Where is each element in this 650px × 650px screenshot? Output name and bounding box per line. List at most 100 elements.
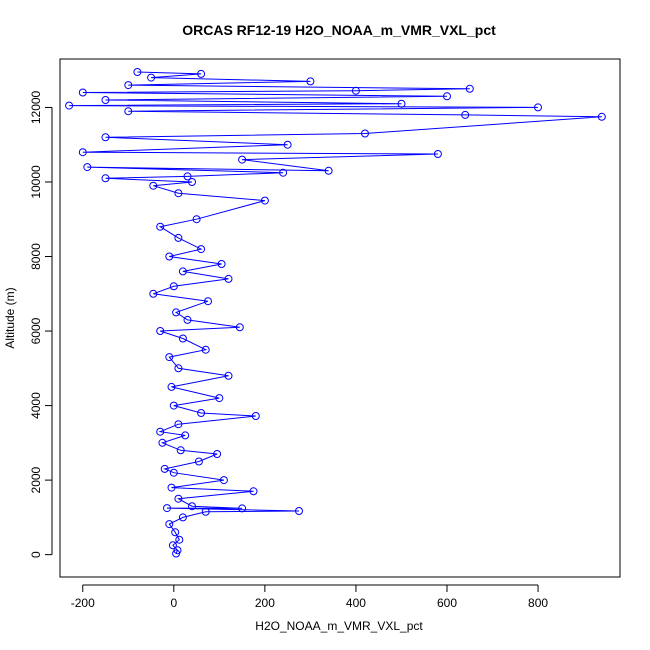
y-tick-label: 4000	[29, 392, 43, 419]
chart-title: ORCAS RF12-19 H2O_NOAA_m_VMR_VXL_pct	[182, 22, 496, 38]
data-point	[158, 438, 167, 447]
data-point	[224, 371, 233, 380]
data-point	[149, 181, 158, 190]
y-tick-label: 10000	[29, 165, 43, 199]
series-line	[69, 71, 602, 554]
y-axis: 0 2000 4000 6000 8000 10000 12000	[29, 90, 53, 558]
data-point	[165, 252, 174, 261]
data-point	[178, 267, 187, 276]
data-point	[174, 420, 183, 429]
data-point	[224, 274, 233, 283]
data-point	[78, 88, 87, 97]
data-point	[147, 73, 156, 82]
data-point	[235, 323, 244, 332]
x-axis: -200 0 200 400 600 800	[71, 584, 548, 610]
data-point	[249, 487, 258, 496]
data-point	[465, 84, 474, 93]
data-point	[306, 77, 315, 86]
data-point	[397, 99, 406, 108]
y-tick-label: 8000	[29, 243, 43, 270]
data-point	[238, 155, 247, 164]
data-point	[201, 345, 210, 354]
data-point	[351, 86, 360, 95]
data-point	[204, 297, 212, 306]
y-tick-label: 0	[29, 551, 43, 558]
data-point	[167, 483, 176, 492]
x-tick-label: 200	[255, 596, 275, 610]
data-point	[175, 535, 184, 544]
data-point	[174, 189, 183, 198]
data-point	[101, 96, 110, 104]
data-point	[197, 69, 206, 78]
data-point	[597, 112, 606, 121]
data-point	[219, 476, 228, 485]
data-point	[165, 520, 174, 529]
data-point	[178, 513, 187, 522]
data-point	[183, 172, 192, 181]
data-point	[178, 334, 187, 343]
data-point	[133, 68, 142, 76]
data-point	[197, 409, 206, 417]
y-tick-label: 6000	[29, 317, 43, 344]
data-point	[65, 101, 74, 110]
data-point	[174, 233, 183, 242]
data-point	[101, 133, 110, 142]
data-point	[124, 107, 133, 116]
data-point	[181, 431, 190, 440]
data-series	[65, 68, 606, 558]
data-point	[165, 353, 174, 362]
data-point	[534, 103, 542, 112]
data-point	[124, 81, 133, 90]
data-point	[201, 507, 210, 516]
data-point	[172, 308, 181, 317]
plot-frame	[59, 58, 621, 578]
data-point	[163, 504, 171, 513]
x-tick-label: 600	[437, 596, 457, 610]
data-point	[433, 150, 442, 158]
data-point	[295, 507, 303, 515]
data-point	[156, 222, 165, 231]
data-point	[260, 196, 269, 205]
data-point	[169, 282, 178, 291]
data-point	[215, 394, 224, 403]
x-tick-label: 800	[528, 596, 548, 610]
data-point	[169, 401, 178, 410]
data-point	[238, 504, 247, 513]
x-tick-label: -200	[71, 596, 95, 610]
data-point	[217, 260, 226, 268]
data-point	[283, 140, 292, 149]
data-point	[188, 502, 196, 511]
data-point	[169, 468, 178, 477]
data-point	[324, 166, 333, 175]
x-tick-label: 400	[346, 596, 366, 610]
data-point	[213, 450, 222, 458]
data-point	[171, 528, 180, 537]
y-tick-label: 12000	[29, 90, 43, 124]
data-point	[174, 494, 183, 503]
data-point	[183, 315, 192, 324]
data-point	[156, 327, 165, 335]
data-point	[168, 541, 177, 550]
data-point	[156, 427, 165, 436]
x-tick-label: 0	[170, 596, 177, 610]
data-point	[443, 92, 451, 101]
data-point	[83, 163, 92, 172]
data-point	[173, 546, 182, 555]
data-point	[176, 446, 185, 455]
data-point	[192, 215, 201, 224]
data-point	[194, 457, 203, 466]
data-point	[461, 110, 470, 119]
data-point	[78, 148, 87, 157]
y-axis-label: Altitude (m)	[3, 287, 17, 348]
y-tick-label: 2000	[29, 466, 43, 493]
data-point	[101, 174, 110, 183]
data-point	[188, 178, 196, 186]
x-axis-label: H2O_NOAA_m_VMR_VXL_pct	[255, 619, 423, 633]
data-point	[167, 382, 176, 391]
data-point	[251, 412, 260, 420]
data-point	[197, 245, 206, 254]
data-point	[160, 464, 169, 473]
data-point	[149, 289, 158, 298]
data-point	[361, 129, 369, 138]
